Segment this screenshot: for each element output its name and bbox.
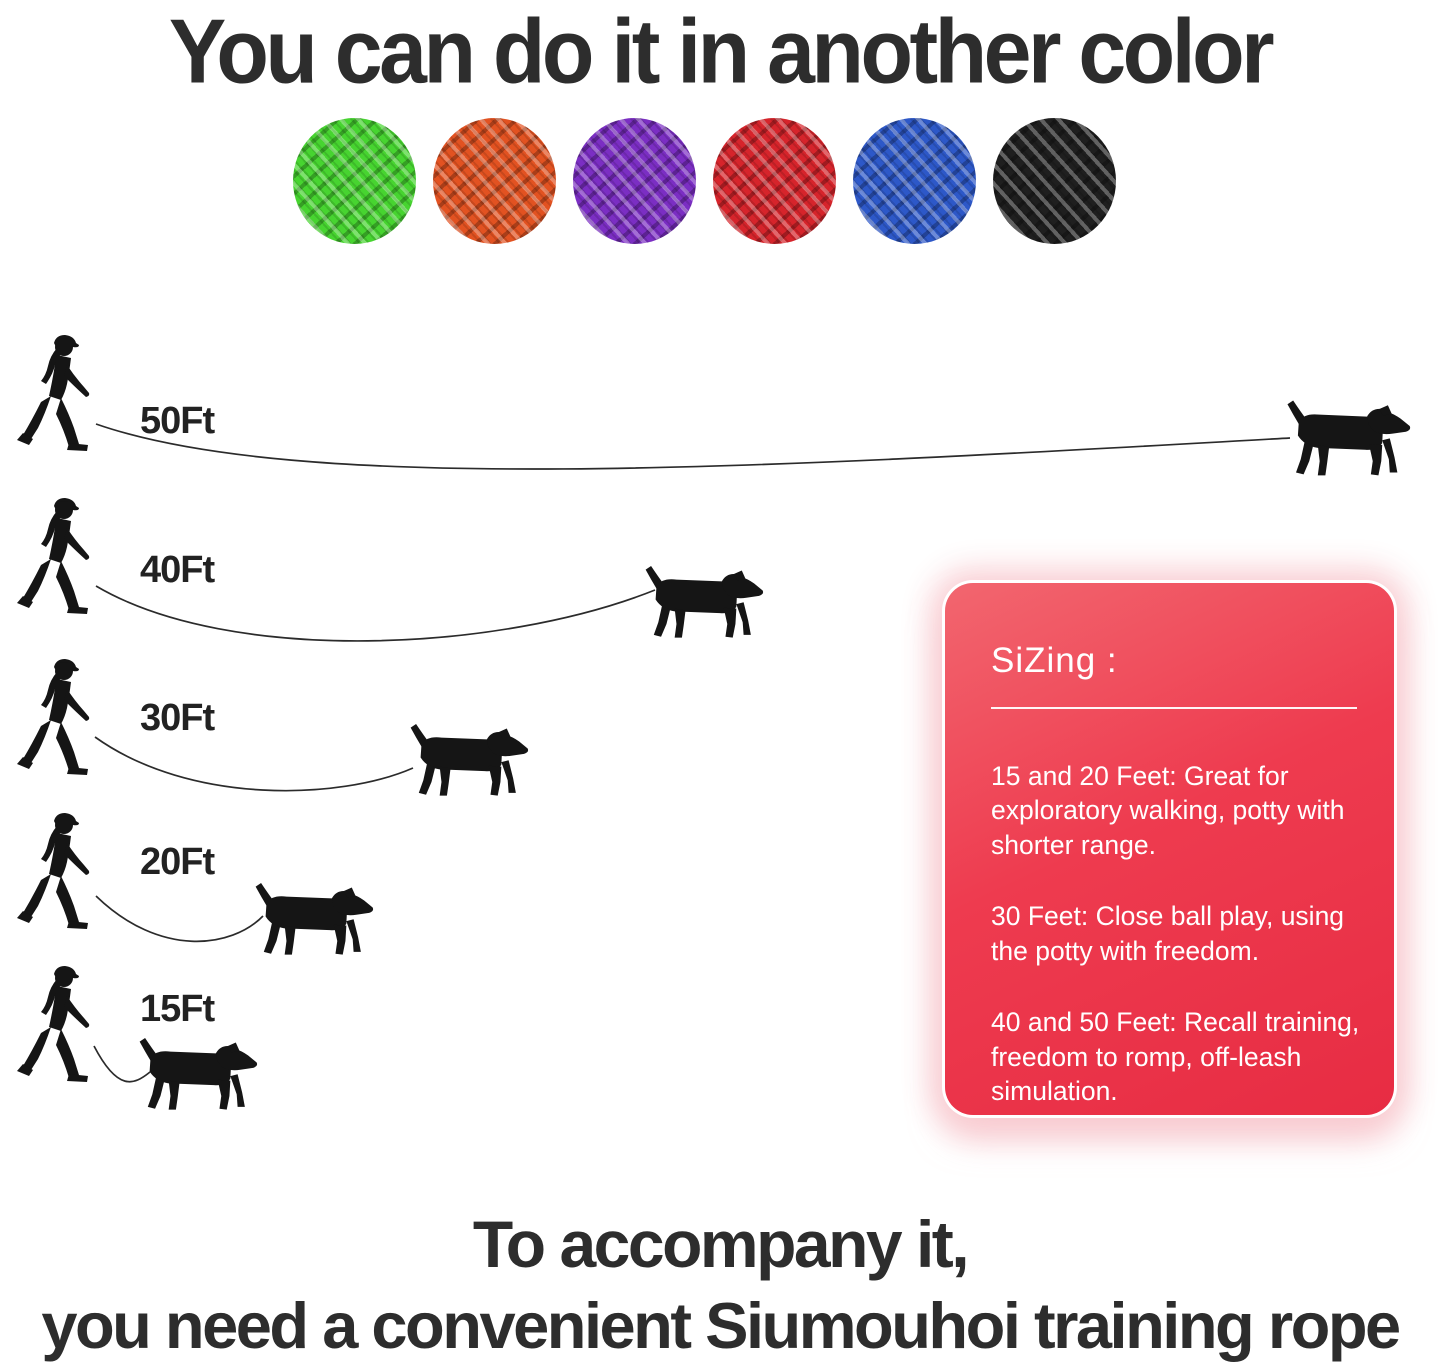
swatch-purple [573, 118, 696, 244]
walker-silhouette-50ft [17, 335, 90, 451]
sizing-divider [991, 707, 1357, 709]
swatch-black [993, 118, 1116, 244]
length-label-40ft: 40Ft [140, 549, 215, 591]
walker-silhouette-30ft [17, 659, 90, 775]
page-title: You can do it in another color [168, 1, 1275, 103]
footer-line-2: you need a convenient Siumouhoi training… [41, 1289, 1401, 1362]
leash-50ft [95, 423, 1291, 470]
walker-silhouette-15ft [17, 966, 90, 1082]
swatch-red [713, 118, 836, 244]
length-label-15ft: 15Ft [140, 988, 215, 1030]
dog-silhouette-20ft [255, 882, 374, 955]
dog-silhouette-50ft [1287, 400, 1411, 476]
sizing-card: SiZing : 15 and 20 Feet: Great for explo… [945, 583, 1394, 1115]
sizing-heading: SiZing : [991, 641, 1118, 680]
swatch-orange [433, 118, 556, 244]
footer-line-1: To accompany it, [472, 1207, 970, 1281]
swatch-blue [853, 118, 976, 244]
dog-silhouette-15ft [139, 1037, 258, 1110]
swatch-green [293, 118, 416, 244]
dog-silhouette-30ft [410, 723, 529, 796]
sizing-paragraph-30: 30 Feet: Close ball play, using the pott… [991, 901, 1345, 966]
length-label-50ft: 50Ft [140, 400, 215, 442]
color-swatch-row [293, 118, 1116, 244]
leash-30ft [94, 736, 414, 792]
leash-40ft [95, 585, 656, 642]
sizing-paragraph-40-50: 40 and 50 Feet: Recall training, freedom… [991, 1007, 1360, 1107]
length-label-30ft: 30Ft [140, 697, 215, 739]
length-label-20ft: 20Ft [140, 841, 215, 883]
dog-silhouette-40ft [645, 565, 764, 638]
walker-silhouette-20ft [17, 813, 90, 929]
sizing-paragraph-15-20: 15 and 20 Feet: Great for exploratory wa… [991, 761, 1345, 860]
walker-silhouette-40ft [17, 498, 90, 614]
